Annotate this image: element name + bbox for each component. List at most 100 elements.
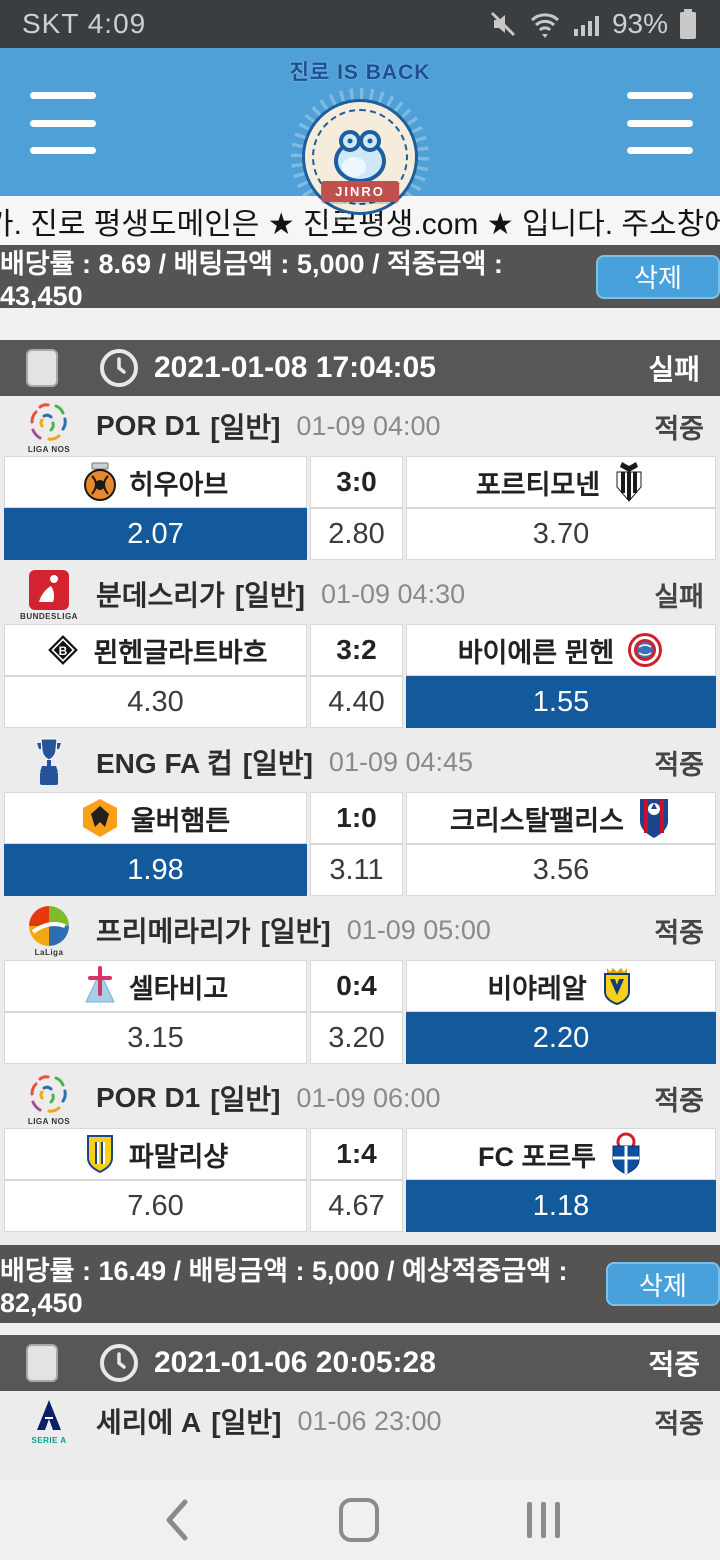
battery-percent: 93%: [611, 8, 668, 39]
away-team: FC 포르투: [406, 1128, 716, 1180]
match-section-bundesliga: BUNDESLIGA 분데스리가 [일반] 01-09 04:30 실패 B 묀…: [0, 564, 720, 732]
match-time: 01-09 04:00: [296, 410, 441, 441]
odds-draw[interactable]: 4.67: [310, 1180, 403, 1232]
league-name: 세리에 A: [96, 1407, 202, 1438]
match-time: 01-09 06:00: [296, 1082, 441, 1113]
home-team: 셀타비고: [4, 960, 307, 1012]
recents-button[interactable]: [526, 1502, 560, 1538]
bet-type: [일반]: [211, 1407, 282, 1438]
odds-home[interactable]: 2.07: [4, 508, 307, 560]
signal-icon: [572, 9, 602, 39]
bet-type: [일반]: [242, 748, 313, 779]
odds-home[interactable]: 7.60: [4, 1180, 307, 1232]
odds-row: 1.98 3.11 3.56: [0, 844, 720, 900]
bet-summary-top: 배당률 : 8.69 / 배팅금액 : 5,000 / 적중금액 : 43,45…: [0, 245, 720, 311]
section-result-badge: 실패: [654, 581, 704, 612]
spacer: [0, 308, 720, 340]
liga-nos-logo-icon: LIGA NOS: [14, 399, 84, 454]
wifi-icon: [528, 9, 562, 39]
odds-home[interactable]: 3.15: [4, 1012, 307, 1064]
logo-banner-text: 진로 IS BACK: [289, 61, 431, 84]
odds-draw[interactable]: 4.40: [310, 676, 403, 728]
site-logo[interactable]: 진로 IS BACK JINRO: [240, 56, 480, 226]
svg-text:B: B: [58, 644, 67, 658]
away-team: 포르티모넨: [406, 456, 716, 508]
odds-draw[interactable]: 2.80: [310, 508, 403, 560]
clock-icon: [98, 1342, 140, 1384]
slip1-checkbox[interactable]: [26, 349, 58, 387]
league-name: POR D1: [96, 1082, 201, 1113]
bundesliga-logo-icon: BUNDESLIGA: [14, 568, 84, 621]
score: 1:4: [310, 1128, 403, 1180]
rio-ave-crest-icon: [83, 462, 117, 502]
match-time: 01-06 23:00: [297, 1405, 442, 1436]
match-section-por-d1-2: LIGA NOS POR D1 [일반] 01-09 06:00 적중 파말리샹…: [0, 1068, 720, 1236]
section-result-badge: 적중: [654, 1085, 704, 1116]
summary-slip1-label: 배당률 : 16.49 / 배팅금액 : 5,000 / 예상적중금액 : 82…: [0, 1256, 568, 1318]
logo-sunburst: JINRO: [291, 88, 429, 226]
celta-vigo-crest-icon: [83, 966, 117, 1006]
delete-button-top[interactable]: 삭제: [595, 254, 720, 299]
right-menu-button[interactable]: [627, 92, 693, 154]
league-name: ENG FA 컵: [96, 748, 233, 779]
home-button[interactable]: [338, 1498, 379, 1542]
fa-cup-logo-icon: [14, 737, 84, 787]
odds-row: 2.07 2.80 3.70: [0, 508, 720, 564]
slip2-header: 2021-01-06 20:05:28 적중: [0, 1335, 720, 1391]
match-time: 01-09 04:45: [328, 746, 474, 777]
home-team: 히우아브: [4, 456, 307, 508]
slip1-result-badge: 실패: [648, 354, 700, 385]
summary-top-label: 배당률 : 8.69 / 배팅금액 : 5,000 / 적중금액 : 43,45…: [0, 248, 503, 311]
app-header: 진로 IS BACK JINRO: [0, 48, 720, 226]
match-row: 파말리샹 1:4 FC 포르투: [0, 1128, 720, 1180]
laliga-logo-icon: LaLiga: [14, 904, 84, 957]
home-team: 파말리샹: [4, 1128, 307, 1180]
liga-nos-logo-icon: LIGA NOS: [14, 1071, 84, 1126]
match-row: 셀타비고 0:4 비야레알: [0, 960, 720, 1012]
odds-draw[interactable]: 3.20: [310, 1012, 403, 1064]
famalicao-crest-icon: [83, 1134, 117, 1174]
slip1-header: 2021-01-08 17:04:05 실패: [0, 340, 720, 396]
match-section-serie-a: SERIE A 세리에 A [일반] 01-06 23:00 적중: [0, 1391, 720, 1451]
battery-icon: [678, 7, 698, 41]
bet-type: [일반]: [210, 1084, 281, 1115]
android-nav-bar: [0, 1480, 720, 1560]
mute-icon: [488, 9, 518, 39]
league-name: 프리메라리가: [96, 916, 251, 947]
odds-away[interactable]: 3.70: [406, 508, 716, 560]
odds-home[interactable]: 4.30: [4, 676, 307, 728]
match-section-fa-cup: ENG FA 컵 [일반] 01-09 04:45 적중 울버햄튼 1:0 크리…: [0, 732, 720, 900]
match-section-laliga: LaLiga 프리메라리가 [일반] 01-09 05:00 적중 셀타비고 0…: [0, 900, 720, 1068]
odds-row: 7.60 4.67 1.18: [0, 1180, 720, 1236]
score: 3:0: [310, 456, 403, 508]
odds-draw[interactable]: 3.11: [310, 844, 403, 896]
villarreal-crest-icon: [599, 965, 635, 1007]
bet-type: [일반]: [210, 412, 281, 443]
odds-away[interactable]: 1.55: [406, 676, 716, 728]
bayern-crest-icon: [626, 631, 664, 669]
bet-summary-slip1: 배당률 : 16.49 / 배팅금액 : 5,000 / 예상적중금액 : 82…: [0, 1245, 720, 1323]
slip2-result-badge: 적중: [648, 1349, 700, 1380]
bet-type: [일반]: [260, 916, 331, 947]
serie-a-logo-icon: SERIE A: [14, 1398, 84, 1445]
slip2-checkbox[interactable]: [26, 1344, 58, 1382]
slip2-datetime: 2021-01-06 20:05:28: [154, 1346, 436, 1379]
score: 0:4: [310, 960, 403, 1012]
delete-button-slip1[interactable]: 삭제: [605, 1262, 720, 1306]
gladbach-crest-icon: B: [44, 631, 82, 669]
section-result-badge: 적중: [654, 749, 704, 780]
odds-home[interactable]: 1.98: [4, 844, 307, 896]
odds-away[interactable]: 3.56: [406, 844, 716, 896]
away-team: 크리스탈팰리스: [406, 792, 716, 844]
league-name: POR D1: [96, 410, 201, 441]
left-menu-button[interactable]: [30, 92, 96, 154]
odds-away[interactable]: 2.20: [406, 1012, 716, 1064]
match-time: 01-09 04:30: [320, 578, 466, 609]
portimonense-crest-icon: [612, 461, 646, 503]
score: 3:2: [310, 624, 403, 676]
back-button[interactable]: [161, 1498, 191, 1542]
odds-away[interactable]: 1.18: [406, 1180, 716, 1232]
odds-row: 4.30 4.40 1.55: [0, 676, 720, 732]
wolves-crest-icon: [81, 798, 119, 838]
spacer: [0, 1323, 720, 1335]
